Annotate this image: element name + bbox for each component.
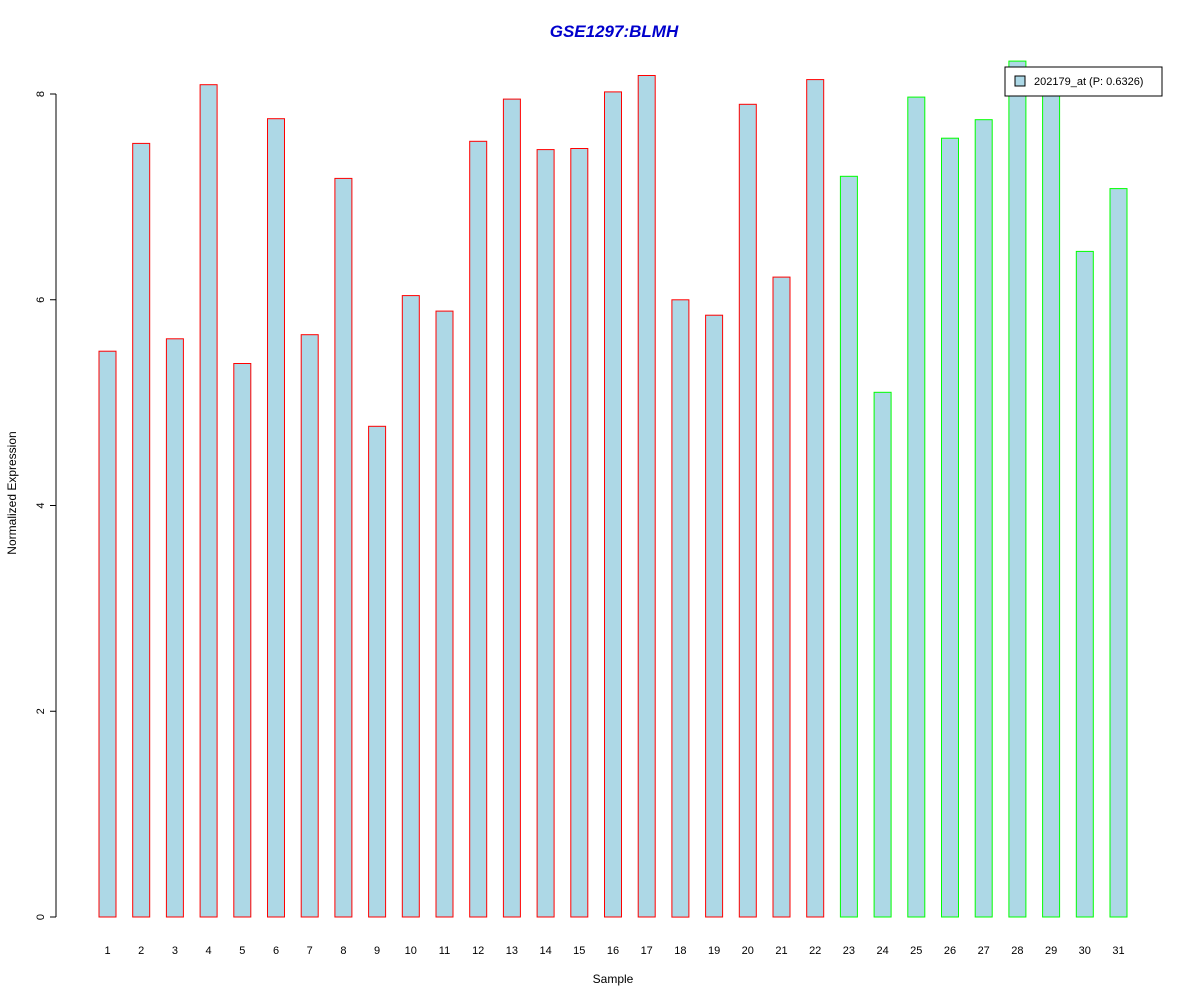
x-tick-label: 28	[1011, 945, 1023, 957]
x-tick-label: 12	[472, 945, 484, 957]
bar	[502, 98, 521, 918]
bar	[300, 334, 319, 918]
x-tick-label: 5	[239, 945, 245, 957]
x-tick-label: 3	[172, 945, 178, 957]
bar	[907, 96, 926, 918]
y-tick-label: 8	[35, 91, 47, 97]
legend-swatch	[1014, 75, 1026, 87]
x-tick-label: 9	[374, 945, 380, 957]
x-tick-label: 14	[539, 945, 551, 957]
bar	[536, 149, 555, 918]
bar	[738, 103, 757, 918]
y-axis: 0 2 4 6 8	[35, 91, 57, 920]
legend-box	[1004, 66, 1163, 97]
bar	[469, 140, 488, 918]
bar	[974, 119, 993, 918]
bar	[671, 299, 690, 918]
x-tick-label: 20	[742, 945, 754, 957]
x-tick-label: 10	[405, 945, 417, 957]
bar	[98, 350, 117, 918]
x-tick-label: 19	[708, 945, 720, 957]
x-tick-label: 1	[104, 945, 110, 957]
x-tick-label: 30	[1079, 945, 1091, 957]
x-tick-label: 22	[809, 945, 821, 957]
x-tick-label: 6	[273, 945, 279, 957]
x-tick-label: 21	[775, 945, 787, 957]
bar	[637, 75, 656, 918]
x-tick-label: 18	[674, 945, 686, 957]
bar	[941, 137, 959, 918]
bar	[1008, 60, 1027, 918]
legend-entry-label: 202179_at (P: 0.6326)	[1034, 76, 1143, 88]
x-tick-label: 26	[944, 945, 956, 957]
x-tick-label: 7	[307, 945, 313, 957]
x-tick-label: 16	[607, 945, 619, 957]
bar	[806, 79, 825, 918]
x-tick-label: 17	[641, 945, 653, 957]
bar	[604, 91, 622, 918]
x-tick-label: 29	[1045, 945, 1057, 957]
x-axis-label: Sample	[593, 972, 634, 986]
x-tick-label: 4	[206, 945, 212, 957]
y-tick-label: 2	[35, 708, 47, 714]
x-tick-label: 27	[978, 945, 990, 957]
x-tick-label: 15	[573, 945, 585, 957]
bar	[368, 425, 387, 918]
bar	[199, 84, 218, 918]
x-tick-label: 2	[138, 945, 144, 957]
y-tick-label: 0	[35, 914, 47, 920]
x-axis-tick-labels: 1 2 3 4 5 6 7 8 9 10 11 12 13 14 15 16 17 18 19 20 21 22 23 24 2…	[104, 945, 1124, 957]
chart-title: GSE1297:BLMH	[550, 22, 679, 41]
y-tick-label: 4	[35, 502, 47, 508]
x-tick-label: 23	[843, 945, 855, 957]
bar	[267, 118, 285, 918]
bar	[165, 338, 184, 918]
bar	[1075, 250, 1094, 918]
bar	[705, 314, 724, 918]
x-tick-label: 24	[876, 945, 888, 957]
legend: 202179_at (P: 0.6326)	[1004, 66, 1163, 97]
x-tick-label: 13	[506, 945, 518, 957]
y-axis-label: Normalized Expression	[5, 431, 19, 554]
bar	[401, 295, 420, 918]
bar	[1109, 188, 1128, 918]
bar	[1042, 83, 1061, 918]
bar	[334, 177, 353, 918]
bar	[570, 148, 589, 918]
bar	[839, 175, 858, 918]
x-tick-label: 11	[439, 945, 450, 957]
bar	[435, 310, 454, 918]
bar	[772, 276, 791, 918]
y-tick-label: 6	[35, 297, 47, 303]
bar	[132, 142, 151, 918]
bar	[233, 363, 252, 918]
bar	[873, 391, 892, 918]
x-tick-label: 8	[340, 945, 346, 957]
x-tick-label: 31	[1112, 945, 1124, 957]
bars	[98, 60, 1128, 918]
x-tick-label: 25	[910, 945, 922, 957]
